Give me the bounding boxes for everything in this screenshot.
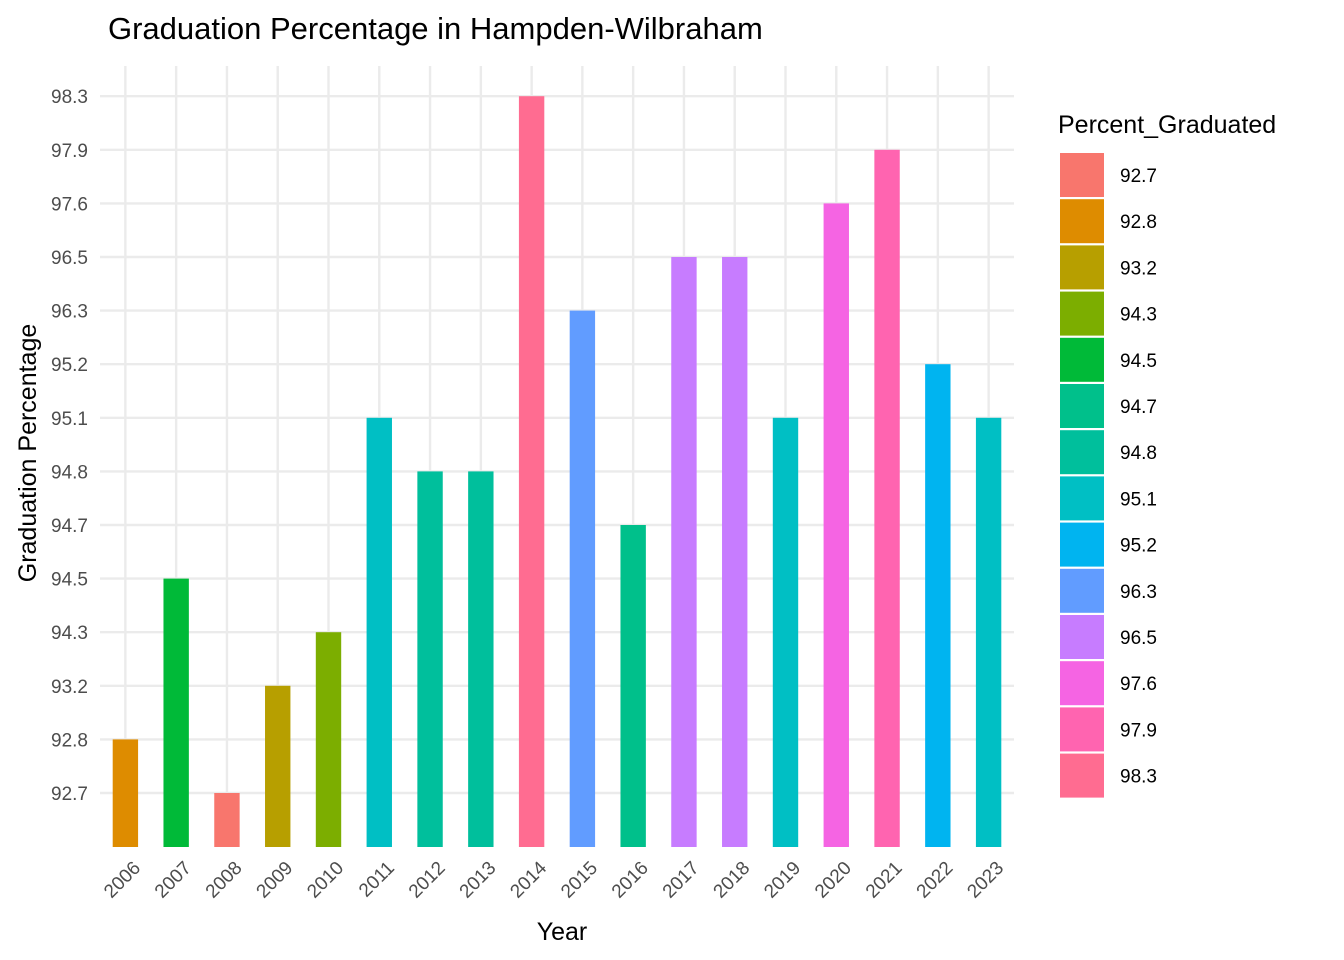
x-tick-label: 2009 xyxy=(253,858,298,903)
legend-key-label: 96.3 xyxy=(1120,582,1157,603)
legend-key-label: 95.2 xyxy=(1120,536,1157,557)
legend-key-label: 95.1 xyxy=(1120,489,1157,510)
bar-2007 xyxy=(163,578,189,847)
bar-2008 xyxy=(214,793,240,847)
legend-key-label: 94.8 xyxy=(1120,443,1157,464)
bar-2009 xyxy=(265,685,291,847)
x-tick-label: 2013 xyxy=(456,858,501,903)
x-tick-label: 2006 xyxy=(100,858,145,903)
x-tick-label: 2010 xyxy=(303,858,348,903)
legend-key-label: 93.2 xyxy=(1120,258,1157,279)
x-tick-labels: 2006 2007 2008 2009 2010 2011 2012 2013 2014 2015… xyxy=(100,857,1008,902)
bar-2019 xyxy=(772,417,799,847)
bar-2012 xyxy=(417,471,443,847)
legend-title: Percent_Graduated xyxy=(1058,111,1276,139)
plot-area: 92.7 92.8 93.2 94.3 94.5 94.7 94.8 95.1 95.2 96.3… xyxy=(51,66,1014,902)
legend-key-label: 97.9 xyxy=(1120,720,1157,741)
legend-key-label: 94.7 xyxy=(1120,397,1157,418)
legend-items: 92.7 92.8 93.2 94.3 94.5 94.7 94.8 95.1 95.2 96.3… xyxy=(1060,153,1157,798)
legend-key-label: 92.8 xyxy=(1120,212,1157,233)
legend-key-swatch xyxy=(1060,476,1104,521)
y-tick-label: 98.3 xyxy=(51,87,88,108)
legend-key-label: 94.3 xyxy=(1120,305,1157,326)
x-tick-label: 2018 xyxy=(710,858,755,903)
y-tick-label: 95.1 xyxy=(51,409,88,430)
bar-2010 xyxy=(315,632,342,847)
bar-2021 xyxy=(874,149,900,848)
legend-key-swatch xyxy=(1060,153,1104,197)
y-tick-label: 92.8 xyxy=(51,730,88,751)
bar-2013 xyxy=(468,471,494,847)
legend-key-swatch xyxy=(1060,753,1104,798)
x-tick-label: 2014 xyxy=(506,857,551,902)
x-tick-label: 2008 xyxy=(202,858,247,903)
y-tick-label: 96.3 xyxy=(51,302,88,323)
x-axis-title: Year xyxy=(537,918,588,946)
x-tick-label: 2007 xyxy=(151,858,196,903)
legend-key-label: 96.5 xyxy=(1120,628,1157,649)
y-tick-label: 92.7 xyxy=(51,784,88,805)
x-tick-label: 2012 xyxy=(405,858,450,903)
legend-key-swatch xyxy=(1060,707,1104,752)
legend: Percent_Graduated 92.7 92.8 93.2 94.3 94.5 94… xyxy=(1058,111,1276,798)
chart-title: Graduation Percentage in Hampden-Wilbrah… xyxy=(108,11,763,46)
bar-2020 xyxy=(823,203,849,847)
legend-key-swatch xyxy=(1060,199,1104,244)
y-tick-label: 97.9 xyxy=(51,141,88,162)
legend-key-label: 97.6 xyxy=(1120,674,1157,695)
y-tick-label: 94.3 xyxy=(51,623,88,644)
bars xyxy=(112,96,1002,848)
legend-key-swatch xyxy=(1060,568,1104,613)
x-tick-label: 2015 xyxy=(557,858,602,903)
bar-2016 xyxy=(620,525,646,847)
x-tick-label: 2016 xyxy=(608,858,653,903)
x-tick-label: 2011 xyxy=(355,858,399,902)
bar-2014 xyxy=(518,96,545,847)
legend-key-swatch xyxy=(1060,522,1104,567)
y-tick-label: 97.6 xyxy=(51,194,88,215)
legend-key-swatch xyxy=(1060,661,1104,706)
bar-2017 xyxy=(671,257,697,847)
legend-key-swatch xyxy=(1060,291,1104,336)
y-tick-label: 94.8 xyxy=(51,462,88,483)
x-tick-label: 2020 xyxy=(811,858,856,903)
bar-2015 xyxy=(569,310,596,848)
y-tick-label: 96.5 xyxy=(51,248,88,269)
bar-2022 xyxy=(925,364,951,847)
bar-2006 xyxy=(112,739,139,847)
y-tick-label: 95.2 xyxy=(51,355,88,376)
x-tick-label: 2021 xyxy=(862,858,907,903)
y-axis-title: Graduation Percentage xyxy=(14,324,42,583)
y-tick-label: 93.2 xyxy=(51,677,88,698)
legend-key-swatch xyxy=(1060,384,1104,428)
y-tick-label: 94.7 xyxy=(51,516,88,537)
legend-key-swatch xyxy=(1060,337,1104,382)
legend-key-swatch xyxy=(1060,245,1104,290)
bar-2023 xyxy=(975,417,1002,847)
legend-key-label: 94.5 xyxy=(1120,351,1157,372)
legend-key-swatch xyxy=(1060,615,1104,659)
legend-key-label: 98.3 xyxy=(1120,767,1157,788)
x-tick-label: 2019 xyxy=(760,858,805,903)
x-tick-label: 2023 xyxy=(963,858,1008,903)
x-tick-label: 2017 xyxy=(659,858,704,903)
bar-2011 xyxy=(366,417,392,847)
y-tick-labels: 92.7 92.8 93.2 94.3 94.5 94.7 94.8 95.1 95.2 96.3… xyxy=(51,87,88,805)
bar-2018 xyxy=(722,257,748,847)
y-tick-label: 94.5 xyxy=(51,570,88,591)
legend-key-label: 92.7 xyxy=(1120,166,1157,187)
legend-key-swatch xyxy=(1060,430,1104,475)
x-tick-label: 2022 xyxy=(913,858,958,903)
